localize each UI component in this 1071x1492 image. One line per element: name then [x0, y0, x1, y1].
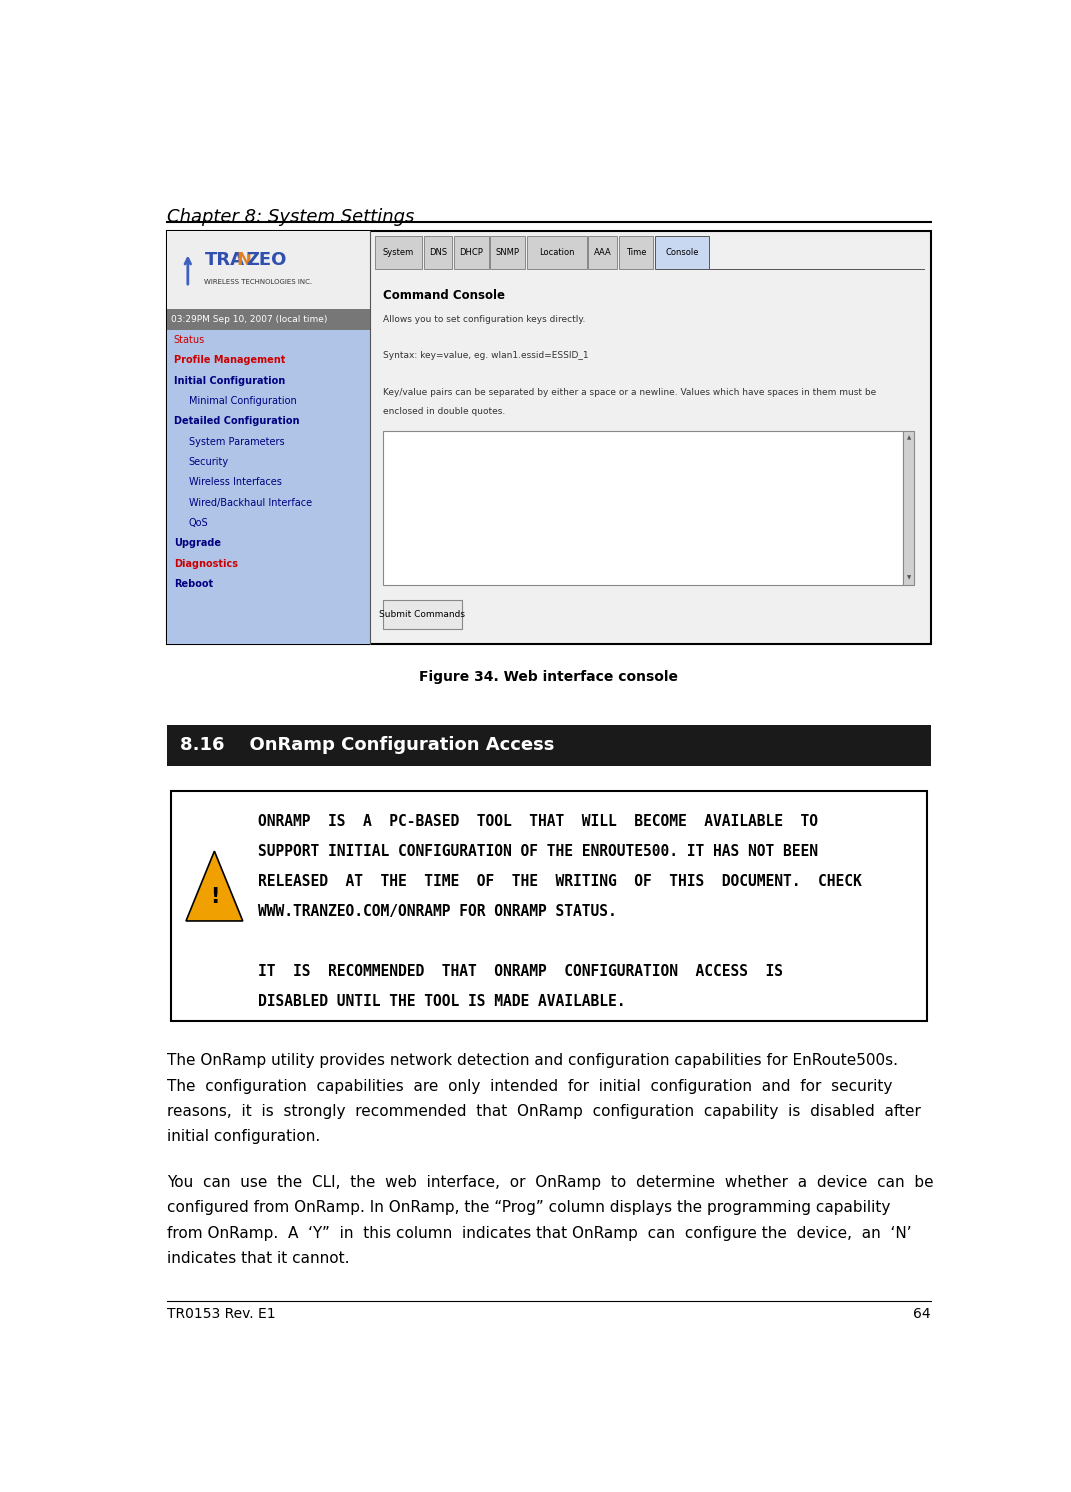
Text: Profile Management: Profile Management — [174, 355, 285, 366]
Text: indicates that it cannot.: indicates that it cannot. — [167, 1250, 349, 1265]
Text: WIRELESS TECHNOLOGIES INC.: WIRELESS TECHNOLOGIES INC. — [205, 279, 313, 285]
Text: TR0153 Rev. E1: TR0153 Rev. E1 — [167, 1307, 275, 1322]
Text: DISABLED UNTIL THE TOOL IS MADE AVAILABLE.: DISABLED UNTIL THE TOOL IS MADE AVAILABL… — [258, 994, 625, 1009]
Text: Chapter 8: System Settings: Chapter 8: System Settings — [167, 207, 414, 225]
Bar — [903, 431, 915, 585]
Text: Command Console: Command Console — [383, 289, 504, 303]
Text: !: ! — [210, 888, 220, 907]
Bar — [454, 237, 488, 269]
Text: Key/value pairs can be separated by either a space or a newline. Values which ha: Key/value pairs can be separated by eith… — [383, 388, 876, 397]
Bar — [588, 237, 617, 269]
Bar — [167, 309, 371, 645]
Text: DNS: DNS — [428, 248, 447, 257]
Text: AAA: AAA — [593, 248, 612, 257]
Text: Time: Time — [625, 248, 646, 257]
Text: DHCP: DHCP — [459, 248, 483, 257]
Text: Wireless Interfaces: Wireless Interfaces — [188, 477, 282, 488]
Text: reasons,  it  is  strongly  recommended  that  OnRamp  configuration  capability: reasons, it is strongly recommended that… — [167, 1104, 921, 1119]
Text: 8.16    OnRamp Configuration Access: 8.16 OnRamp Configuration Access — [180, 737, 554, 755]
Text: N: N — [236, 252, 251, 270]
Bar — [167, 231, 371, 309]
Bar — [491, 237, 525, 269]
Text: The OnRamp utility provides network detection and configuration capabilities for: The OnRamp utility provides network dete… — [167, 1053, 899, 1068]
Bar — [167, 309, 371, 330]
Text: 64: 64 — [914, 1307, 931, 1322]
Text: 03:29PM Sep 10, 2007 (local time): 03:29PM Sep 10, 2007 (local time) — [171, 315, 328, 324]
Text: IT  IS  RECOMMENDED  THAT  ONRAMP  CONFIGURATION  ACCESS  IS: IT IS RECOMMENDED THAT ONRAMP CONFIGURAT… — [258, 964, 783, 979]
Text: QoS: QoS — [188, 518, 208, 528]
Text: The  configuration  capabilities  are  only  intended  for  initial  configurati: The configuration capabilities are only … — [167, 1079, 892, 1094]
Bar — [383, 600, 462, 630]
Text: Detailed Configuration: Detailed Configuration — [174, 416, 299, 427]
Text: Reboot: Reboot — [174, 579, 213, 589]
Text: Initial Configuration: Initial Configuration — [174, 376, 285, 385]
Text: System Parameters: System Parameters — [188, 437, 284, 446]
Text: configured from OnRamp. In OnRamp, the “Prog” column displays the programming ca: configured from OnRamp. In OnRamp, the “… — [167, 1201, 890, 1216]
Text: ▼: ▼ — [906, 574, 910, 580]
Text: System: System — [382, 248, 413, 257]
Text: from OnRamp.  A  ‘Y”  in  this column  indicates that OnRamp  can  configure the: from OnRamp. A ‘Y” in this column indica… — [167, 1225, 911, 1241]
Text: WWW.TRANZEO.COM/ONRAMP FOR ONRAMP STATUS.: WWW.TRANZEO.COM/ONRAMP FOR ONRAMP STATUS… — [258, 904, 617, 919]
Text: Security: Security — [188, 457, 229, 467]
Text: Figure 34. Web interface console: Figure 34. Web interface console — [420, 670, 678, 683]
Text: Wired/Backhaul Interface: Wired/Backhaul Interface — [188, 498, 312, 507]
Text: Syntax: key=value, eg. wlan1.essid=ESSID_1: Syntax: key=value, eg. wlan1.essid=ESSID… — [383, 351, 588, 361]
Text: ONRAMP  IS  A  PC-BASED  TOOL  THAT  WILL  BECOME  AVAILABLE  TO: ONRAMP IS A PC-BASED TOOL THAT WILL BECO… — [258, 815, 818, 830]
Text: ZEO: ZEO — [246, 252, 286, 270]
Text: TRA: TRA — [205, 252, 244, 270]
Text: SNMP: SNMP — [496, 248, 519, 257]
Bar — [527, 237, 587, 269]
Text: Submit Commands: Submit Commands — [379, 610, 465, 619]
Text: enclosed in double quotes.: enclosed in double quotes. — [383, 406, 506, 415]
Polygon shape — [186, 850, 243, 921]
Bar — [423, 237, 452, 269]
Bar — [167, 231, 931, 645]
Text: Upgrade: Upgrade — [174, 539, 221, 549]
Text: ▲: ▲ — [906, 436, 910, 440]
Text: You  can  use  the  CLI,  the  web  interface,  or  OnRamp  to  determine  wheth: You can use the CLI, the web interface, … — [167, 1176, 934, 1191]
Bar — [167, 725, 931, 765]
Bar — [655, 237, 709, 269]
Text: Diagnostics: Diagnostics — [174, 560, 238, 568]
Text: SUPPORT INITIAL CONFIGURATION OF THE ENROUTE500. IT HAS NOT BEEN: SUPPORT INITIAL CONFIGURATION OF THE ENR… — [258, 844, 818, 859]
Text: Minimal Configuration: Minimal Configuration — [188, 395, 297, 406]
Bar — [383, 431, 903, 585]
Bar — [375, 237, 422, 269]
Text: Status: Status — [174, 334, 205, 345]
Bar — [171, 791, 926, 1021]
Text: RELEASED  AT  THE  TIME  OF  THE  WRITING  OF  THIS  DOCUMENT.  CHECK: RELEASED AT THE TIME OF THE WRITING OF T… — [258, 874, 862, 889]
Text: Console: Console — [665, 248, 698, 257]
Bar — [619, 237, 653, 269]
Text: Location: Location — [539, 248, 574, 257]
Text: initial configuration.: initial configuration. — [167, 1129, 320, 1144]
Text: Allows you to set configuration keys directly.: Allows you to set configuration keys dir… — [383, 315, 585, 324]
